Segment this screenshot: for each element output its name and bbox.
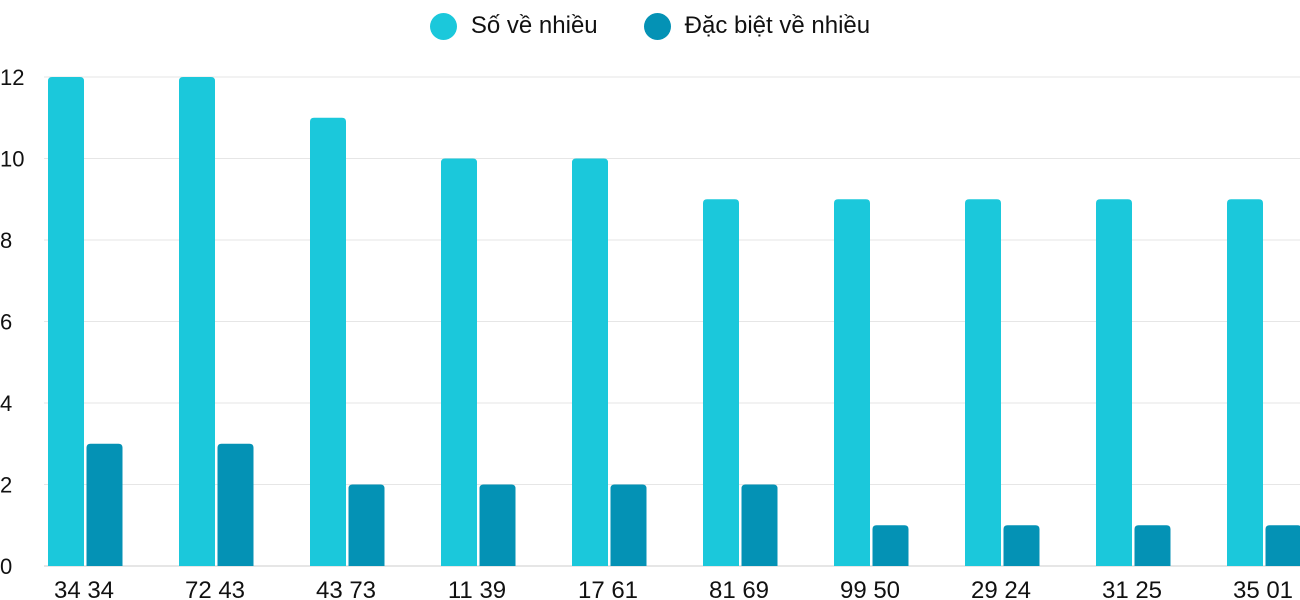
bar-so-ve-nhieu-6 [834,199,870,566]
bar-dac-biet-3 [479,484,516,566]
x-tick-label: 72 43 [185,577,245,600]
bar-dac-biet-9 [1265,525,1300,566]
bar-so-ve-nhieu-8 [1096,199,1132,566]
bar-dac-biet-8 [1134,525,1171,566]
legend-label: Đặc biệt về nhiều [684,12,871,39]
x-tick-label: 29 24 [971,577,1031,600]
x-tick-label: 81 69 [709,577,769,600]
bar-dac-biet-1 [217,443,254,566]
bar-so-ve-nhieu-9 [1227,199,1263,566]
legend: Số về nhiều Đặc biệt về nhiều [0,12,1300,40]
bar-dac-biet-5 [741,484,778,566]
bar-dac-biet-4 [610,484,647,566]
x-tick-label: 43 73 [316,577,376,600]
legend-dot-icon [429,12,457,40]
bar-so-ve-nhieu-4 [572,158,608,566]
bar-so-ve-nhieu-1 [179,77,215,566]
x-tick-label: 34 34 [54,577,114,600]
y-tick-label: 2 [0,473,12,498]
bar-so-ve-nhieu-2 [310,117,346,566]
bar-so-ve-nhieu-0 [48,77,84,566]
bar-dac-biet-7 [1003,525,1040,566]
x-tick-label: 35 01 [1233,577,1293,600]
legend-item-series-1[interactable]: Đặc biệt về nhiều [643,12,871,40]
x-tick-label: 11 39 [448,577,506,600]
y-tick-label: 8 [0,228,12,253]
x-tick-label: 99 50 [840,577,900,600]
y-tick-label: 12 [0,65,24,90]
y-tick-label: 4 [0,391,12,416]
bar-dac-biet-6 [872,525,909,566]
y-tick-label: 6 [0,310,12,335]
x-tick-label: 31 25 [1102,577,1162,600]
legend-label: Số về nhiều [470,12,598,39]
bar-so-ve-nhieu-3 [441,158,477,566]
bar-dac-biet-0 [86,443,123,566]
y-tick-label: 10 [0,147,24,172]
bar-so-ve-nhieu-7 [965,199,1001,566]
bar-so-ve-nhieu-5 [703,199,739,566]
x-tick-label: 17 61 [578,577,638,600]
legend-item-series-0[interactable]: Số về nhiều [429,12,598,40]
legend-dot-icon [643,12,671,40]
bar-dac-biet-2 [348,484,385,566]
y-tick-label: 0 [0,554,12,579]
